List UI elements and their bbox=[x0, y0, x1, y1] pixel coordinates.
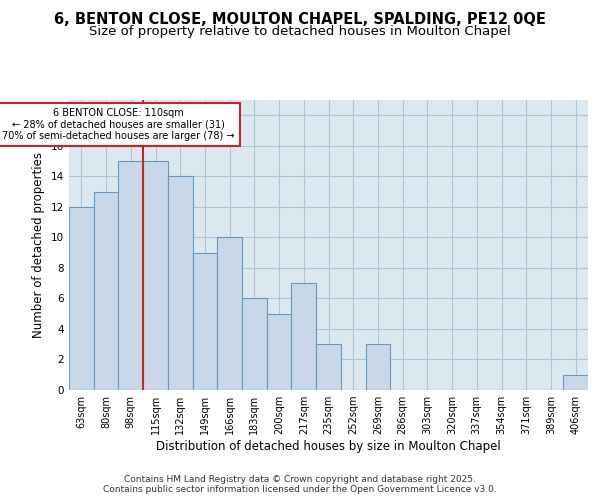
Bar bbox=[118, 161, 143, 390]
Bar bbox=[217, 238, 242, 390]
Bar bbox=[292, 283, 316, 390]
Bar bbox=[242, 298, 267, 390]
Bar bbox=[563, 374, 588, 390]
Bar bbox=[365, 344, 390, 390]
Bar bbox=[168, 176, 193, 390]
Bar bbox=[267, 314, 292, 390]
Y-axis label: Number of detached properties: Number of detached properties bbox=[32, 152, 46, 338]
Text: Contains HM Land Registry data © Crown copyright and database right 2025.
Contai: Contains HM Land Registry data © Crown c… bbox=[103, 474, 497, 494]
Text: 6, BENTON CLOSE, MOULTON CHAPEL, SPALDING, PE12 0QE: 6, BENTON CLOSE, MOULTON CHAPEL, SPALDIN… bbox=[54, 12, 546, 28]
Text: Size of property relative to detached houses in Moulton Chapel: Size of property relative to detached ho… bbox=[89, 25, 511, 38]
Bar bbox=[316, 344, 341, 390]
Bar bbox=[94, 192, 118, 390]
Bar bbox=[69, 207, 94, 390]
Bar bbox=[193, 252, 217, 390]
Bar bbox=[143, 161, 168, 390]
Text: 6 BENTON CLOSE: 110sqm
← 28% of detached houses are smaller (31)
70% of semi-det: 6 BENTON CLOSE: 110sqm ← 28% of detached… bbox=[2, 108, 235, 141]
X-axis label: Distribution of detached houses by size in Moulton Chapel: Distribution of detached houses by size … bbox=[156, 440, 501, 453]
